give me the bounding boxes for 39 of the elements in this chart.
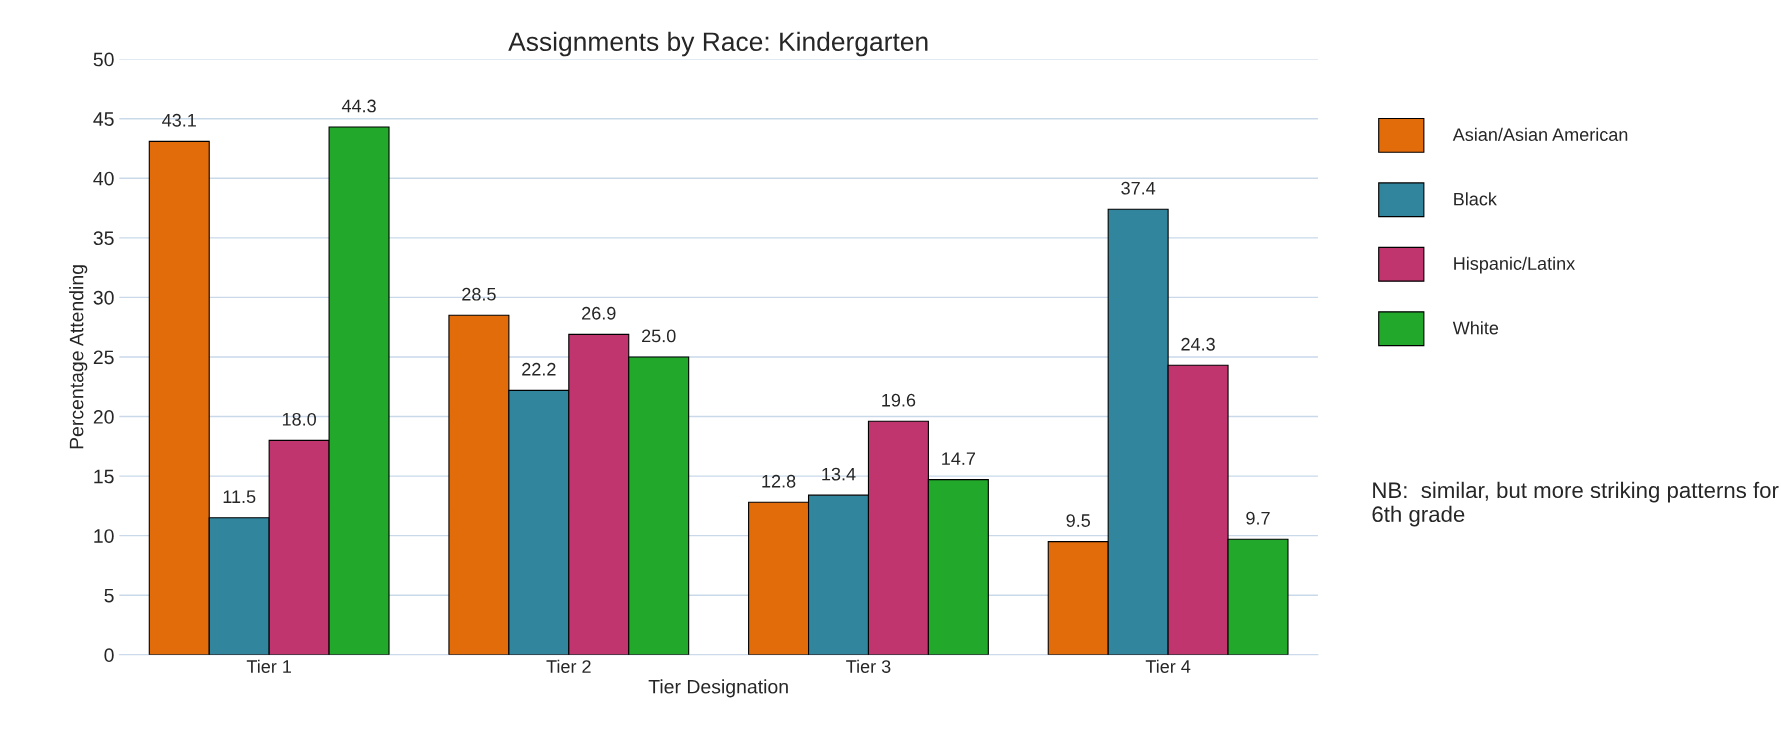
data-label: 18.0 (282, 412, 316, 426)
x-tick-label: Tier 2 (546, 659, 591, 673)
y-tick-label: 50 (93, 52, 114, 67)
data-label: 24.3 (1181, 337, 1215, 351)
data-label: 26.9 (582, 306, 616, 320)
y-tick-label: 30 (93, 290, 114, 305)
y-tick-label: 35 (93, 231, 114, 246)
data-label: 19.6 (882, 393, 916, 407)
data-label: 44.3 (341, 99, 376, 113)
y-tick-label: 10 (94, 529, 114, 543)
data-label: 13.4 (822, 467, 856, 481)
y-axis-title: Percentage Attending (69, 265, 88, 449)
x-tick-label: Tier 3 (846, 659, 891, 673)
legend-label: Black (1454, 192, 1497, 206)
y-tick-label: 45 (93, 112, 114, 126)
x-tick-label: Tier 1 (246, 659, 292, 673)
data-label: 37.4 (1121, 181, 1156, 195)
y-tick-label: 20 (93, 410, 114, 424)
y-tick-label: 15 (94, 469, 114, 484)
x-axis-title: Tier Designation (648, 679, 788, 698)
data-label: 28.5 (462, 287, 496, 301)
x-tick-label: Tier 4 (1145, 659, 1191, 673)
legend-label: Asian/Asian American (1452, 127, 1628, 142)
data-label: 43.1 (162, 113, 196, 127)
y-tick-label: 40 (93, 171, 114, 186)
data-label: 25.0 (642, 329, 676, 343)
y-tick-label: 0 (104, 648, 114, 663)
legend-label: White (1452, 321, 1499, 335)
y-tick-label: 5 (104, 588, 114, 603)
data-label: 9.5 (1066, 514, 1091, 527)
chart-title: Assignments by Race: Kindergarten (508, 31, 928, 57)
text: NB: similar, but more striking patterns for 6th grade (1372, 481, 1779, 527)
data-label: 11.5 (223, 490, 256, 504)
data-label: 9.7 (1246, 511, 1270, 525)
data-label: 22.2 (522, 362, 556, 376)
y-tick-label: 25 (93, 350, 114, 365)
data-label: 14.7 (942, 452, 976, 465)
legend-label: Hispanic/Latinx (1454, 256, 1575, 274)
data-label: 12.8 (762, 474, 796, 488)
